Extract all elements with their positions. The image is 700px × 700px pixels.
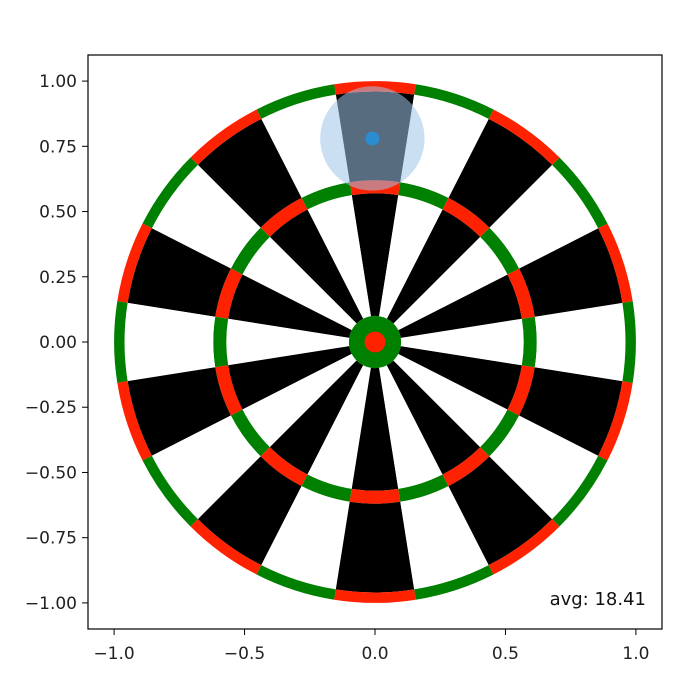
double-ring-segment: [488, 109, 560, 165]
treble-ring-segment: [398, 182, 449, 210]
inner-single-segment: [386, 209, 481, 324]
inner-single-segment: [226, 318, 350, 366]
double-ring-segment: [190, 519, 262, 575]
treble-ring-segment: [230, 227, 270, 275]
double-ring-segment: [552, 157, 608, 229]
double-ring-segment: [414, 565, 494, 600]
y-tick-label: 1.00: [39, 72, 77, 92]
treble-ring-segment: [260, 197, 308, 237]
outer-single-segment: [519, 367, 623, 456]
outer-single-segment: [197, 118, 302, 228]
inner-single-segment: [228, 274, 352, 338]
outer-single-segment: [124, 302, 216, 382]
outer-single-segment: [519, 228, 623, 317]
outer-single-segment: [127, 367, 231, 456]
double-ring-segment: [622, 301, 636, 383]
outer-single-segment: [151, 164, 261, 269]
treble-ring-segment: [442, 197, 490, 237]
inner-single-segment: [398, 274, 522, 338]
data-marks: [320, 86, 425, 191]
x-axis: −1.0 −0.5 0.0 0.5 1.0: [93, 629, 649, 664]
x-tick-label: 0.0: [361, 644, 388, 664]
treble-ring-segment: [301, 474, 352, 502]
double-ring-segment: [598, 223, 633, 303]
inner-single-segment: [351, 367, 399, 491]
outer-single-segment: [335, 501, 415, 593]
treble-ring-segment: [507, 365, 535, 416]
y-tick-label: 0.50: [39, 203, 77, 223]
treble-ring-segment: [301, 182, 352, 210]
double-ring-segment: [142, 157, 198, 229]
y-tick-label: 0.00: [39, 333, 77, 353]
x-tick-label: −0.5: [224, 644, 265, 664]
double-ring-segment: [117, 381, 152, 461]
y-tick-label: −0.50: [25, 463, 77, 483]
double-ring-segment: [256, 84, 336, 119]
y-tick-label: 0.25: [39, 268, 77, 288]
double-ring-segment: [598, 381, 633, 461]
outer-single-segment: [448, 456, 553, 566]
inner-single-segment: [379, 365, 443, 489]
double-ring-segment: [142, 455, 198, 527]
double-ring-segment: [256, 565, 336, 600]
treble-ring-segment: [480, 409, 520, 457]
outer-single-segment: [400, 94, 489, 198]
treble-ring-segment: [442, 447, 490, 487]
inner-single-segment: [242, 236, 357, 331]
inner-single-segment: [269, 360, 364, 475]
outer-single-segment: [489, 164, 599, 269]
treble-ring-segment: [349, 488, 401, 504]
inner-single-segment: [307, 365, 371, 489]
inner-single-segment: [386, 360, 481, 475]
double-ring-segment: [114, 301, 128, 383]
double-ring-segment: [334, 589, 416, 603]
inner-single-segment: [393, 353, 508, 448]
treble-ring-segment: [398, 474, 449, 502]
bullseye: [364, 331, 386, 353]
treble-ring-segment: [521, 316, 537, 368]
treble-ring-segment: [480, 227, 520, 275]
treble-ring-segment: [215, 268, 243, 319]
dart-point: [365, 131, 380, 146]
double-ring-segment: [488, 519, 560, 575]
inner-single-segment: [351, 193, 399, 317]
outer-single-segment: [489, 415, 599, 520]
y-tick-label: 0.75: [39, 137, 77, 157]
y-tick-label: −1.00: [25, 594, 77, 614]
double-ring-segment: [190, 109, 262, 165]
outer-single-segment: [197, 456, 302, 566]
double-ring-segment: [414, 84, 494, 119]
outer-single-segment: [151, 415, 261, 520]
treble-ring-segment: [213, 316, 229, 368]
inner-single-segment: [398, 346, 522, 410]
inner-single-segment: [307, 195, 371, 319]
average-annotation: avg: 18.41: [550, 589, 646, 610]
double-ring-segment: [117, 223, 152, 303]
y-tick-label: −0.25: [25, 398, 77, 418]
treble-ring-segment: [507, 268, 535, 319]
x-tick-label: 0.5: [492, 644, 519, 664]
outer-single-segment: [127, 228, 231, 317]
treble-ring-segment: [230, 409, 270, 457]
x-tick-label: 1.0: [622, 644, 649, 664]
outer-single-segment: [534, 302, 626, 382]
treble-ring-segment: [260, 447, 308, 487]
inner-single-segment: [379, 195, 443, 319]
outer-single-segment: [400, 486, 489, 590]
inner-single-segment: [393, 236, 508, 331]
x-tick-label: −1.0: [93, 644, 134, 664]
inner-single-segment: [242, 353, 357, 448]
inner-single-segment: [228, 346, 352, 410]
y-axis: 1.00 0.75 0.50 0.25 0.00 −0.25 −0.50 −0.75 −1.00: [25, 72, 88, 614]
inner-single-segment: [269, 209, 364, 324]
outer-single-segment: [448, 118, 553, 228]
dartboard: [114, 81, 636, 603]
inner-single-segment: [400, 318, 524, 366]
outer-single-segment: [261, 486, 350, 590]
treble-ring-segment: [215, 365, 243, 416]
double-ring-segment: [552, 455, 608, 527]
y-tick-label: −0.75: [25, 529, 77, 549]
